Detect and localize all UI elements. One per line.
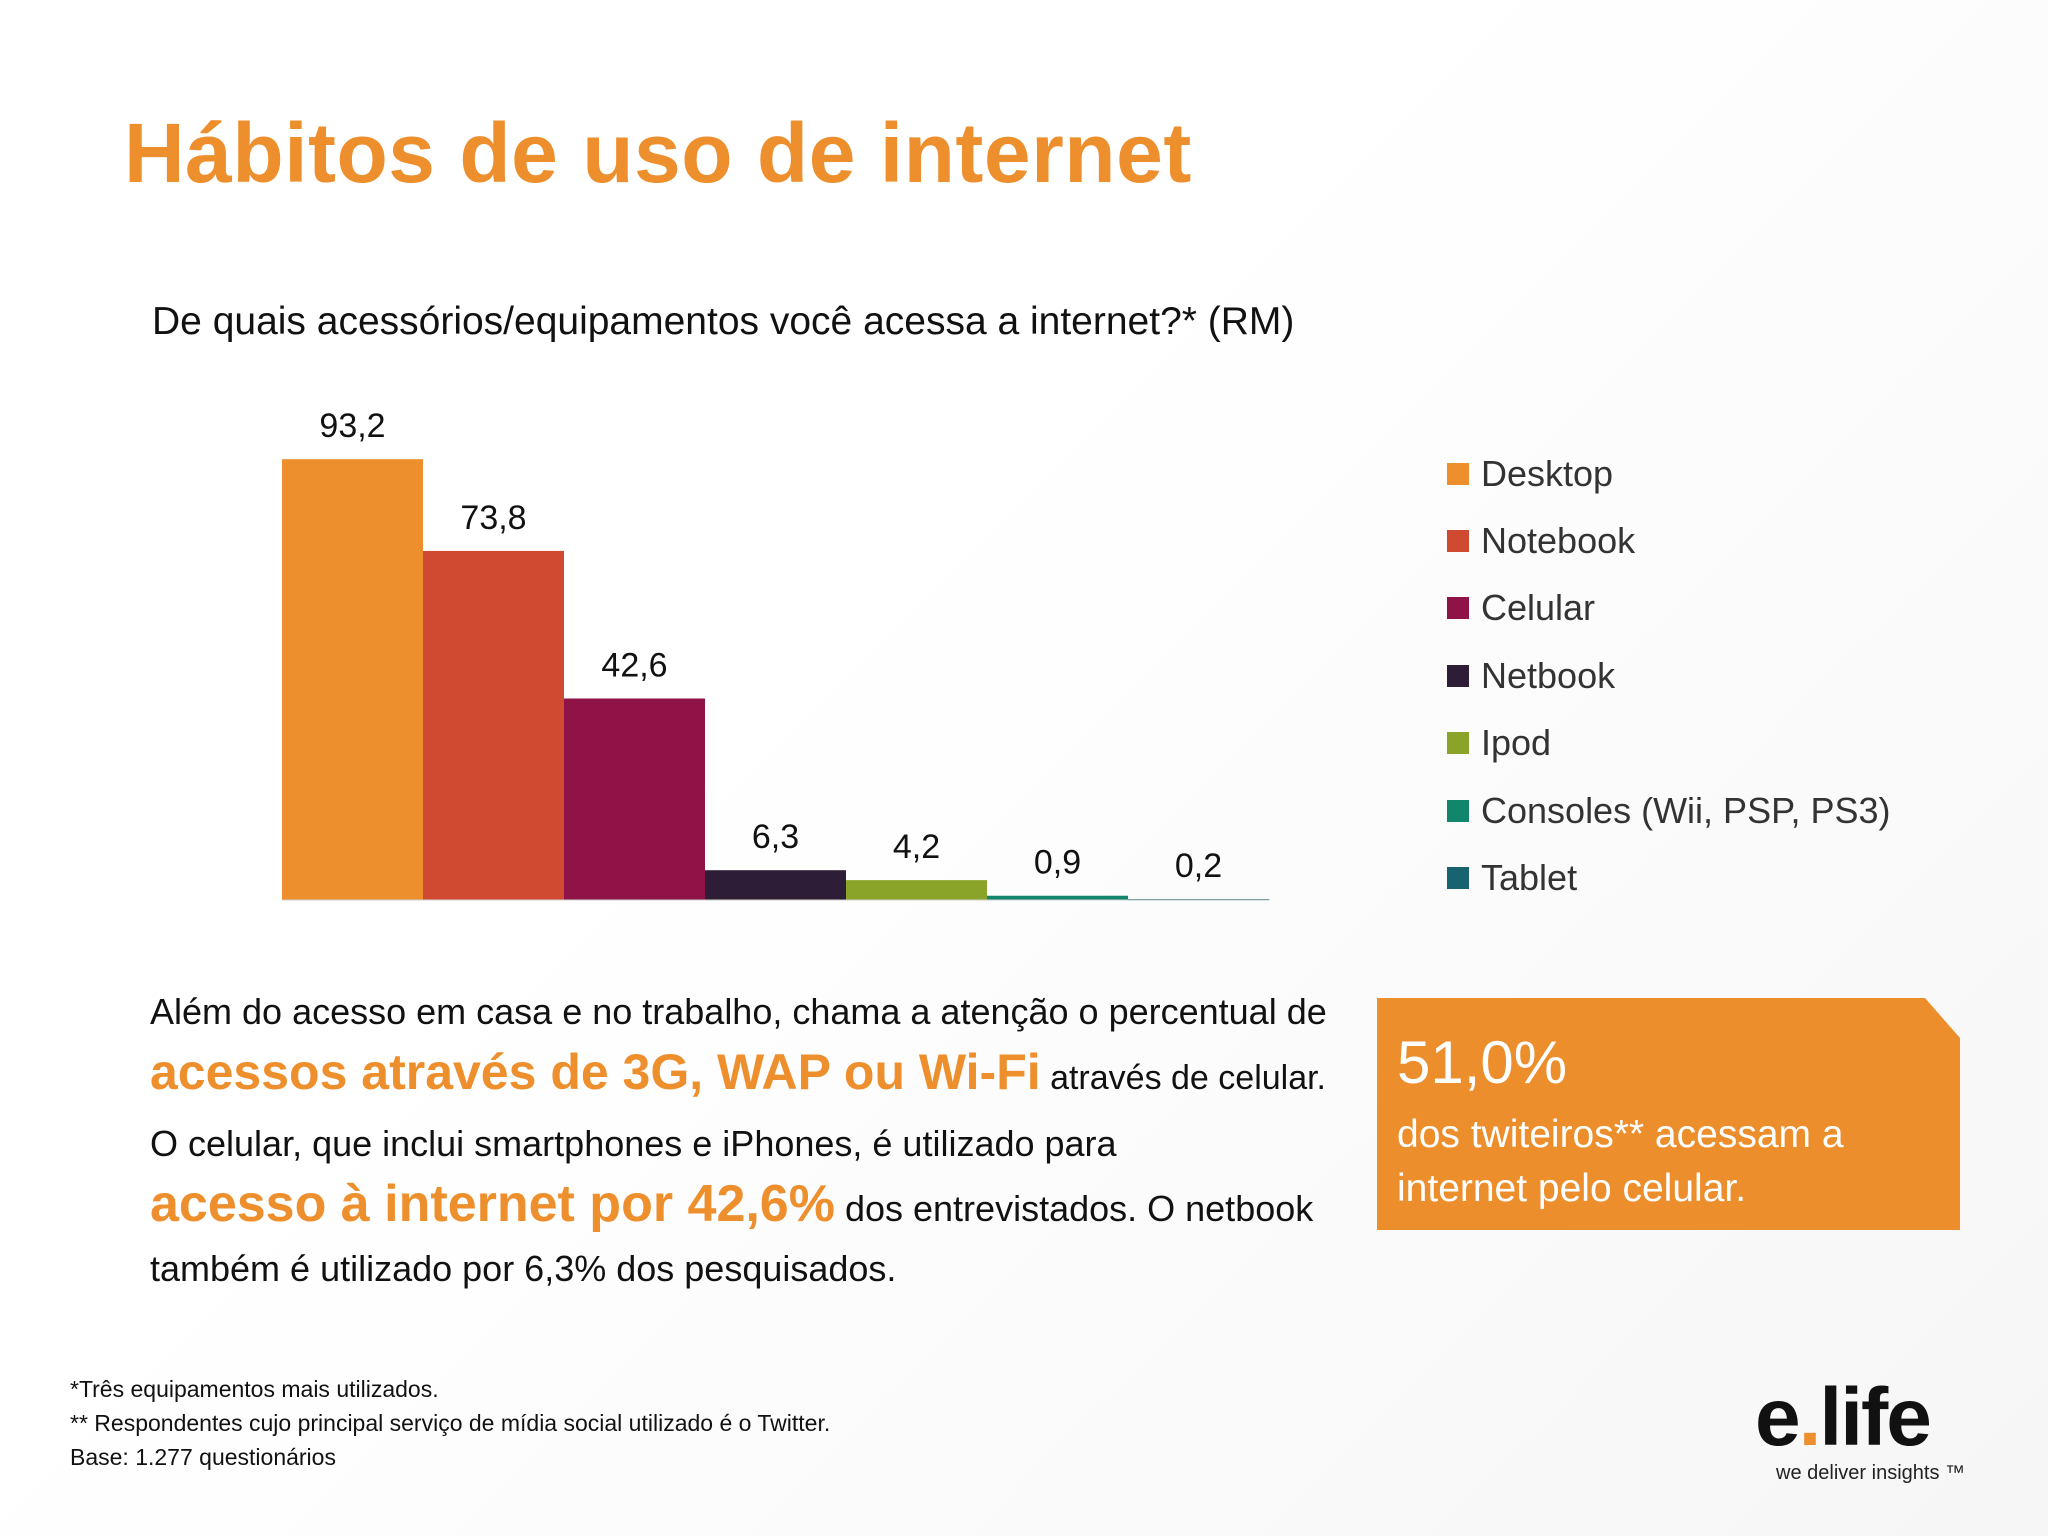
legend-swatch (1447, 530, 1469, 553)
legend-item-celular: Celular (1447, 575, 1890, 642)
p2-highlight: acesso à internet por 42,6% (150, 1175, 835, 1233)
bars-group (282, 459, 1269, 901)
body-text: Além do acesso em casa e no trabalho, ch… (150, 982, 1350, 1299)
callout-text: dos twiteiros** acessam a internet pelo … (1397, 1113, 1844, 1210)
page-title: Hábitos de uso de internet (124, 106, 1192, 200)
value-label-netbook: 6,3 (752, 818, 799, 856)
legend-swatch (1447, 664, 1469, 687)
value-label-consoles: 0,9 (1034, 844, 1081, 882)
bar-netbook (705, 870, 846, 900)
legend-label: Consoles (Wii, PSP, PS3) (1481, 789, 1891, 831)
footnote-1: *Três equipamentos mais utilizados. (70, 1376, 439, 1402)
legend-item-consoles: Consoles (Wii, PSP, PS3) (1447, 777, 1890, 844)
legend-item-tablet: Tablet (1447, 844, 1890, 911)
legend-swatch (1447, 462, 1469, 485)
elife-logo: e.life we deliver insights ™ (1755, 1377, 1965, 1485)
legend-item-netbook: Netbook (1447, 642, 1890, 709)
bar-desktop (282, 459, 423, 900)
legend-item-desktop: Desktop (1447, 440, 1890, 507)
legend-label: Ipod (1481, 722, 1552, 764)
value-labels-group: 93,2 73,8 42,6 6,3 4,2 0,9 0,2 (319, 407, 1222, 885)
footnote-2: ** Respondentes cujo principal serviço d… (70, 1410, 831, 1436)
p1-highlight: acessos através de 3G, WAP ou Wi-Fi (150, 1044, 1041, 1100)
legend-label: Desktop (1481, 452, 1614, 494)
legend-swatch (1447, 597, 1469, 620)
logo-dot: . (1798, 1372, 1822, 1463)
bar-notebook (423, 550, 564, 900)
bar-consoles (987, 895, 1128, 900)
footnotes: *Três equipamentos mais utilizados. ** R… (70, 1372, 830, 1474)
legend-swatch (1447, 732, 1469, 755)
p1-text-end: através de celular. (1040, 1059, 1327, 1097)
legend-label: Celular (1481, 587, 1596, 629)
legend-label: Notebook (1481, 520, 1636, 562)
p1-text-start: Além do acesso em casa e no trabalho, ch… (150, 991, 1327, 1032)
body-paragraph-2: O celular, que inclui smartphones e iPho… (150, 1114, 1350, 1299)
value-label-ipod: 4,2 (893, 828, 940, 866)
value-label-tablet: 0,2 (1175, 847, 1222, 885)
legend-swatch (1447, 799, 1469, 822)
legend-label: Tablet (1481, 857, 1578, 899)
p2-text-end: dos entrevistados. O netbook também é ut… (150, 1188, 1314, 1289)
body-paragraph-1: Além do acesso em casa e no trabalho, ch… (150, 982, 1350, 1108)
legend-label: Netbook (1481, 654, 1616, 696)
value-label-notebook: 73,8 (460, 499, 526, 537)
logo-e: e (1755, 1372, 1801, 1463)
value-label-celular: 42,6 (601, 647, 667, 685)
legend-item-ipod: Ipod (1447, 710, 1890, 777)
logo-wordmark: e.life (1755, 1377, 1965, 1459)
chart-question: De quais acessórios/equipamentos você ac… (152, 300, 1295, 343)
chart-legend: Desktop Notebook Celular Netbook Ipod Console… (1447, 440, 1890, 912)
legend-item-notebook: Notebook (1447, 507, 1890, 574)
callout-value: 51,0% (1397, 1029, 1568, 1096)
logo-life: life (1819, 1372, 1931, 1463)
bar-ipod (846, 880, 987, 900)
legend-swatch (1447, 867, 1469, 890)
callout-box: 51,0% dos twiteiros** acessam a internet… (1377, 998, 1960, 1230)
footnote-3: Base: 1.277 questionários (70, 1444, 336, 1470)
p2-text-start: O celular, que inclui smartphones e iPho… (150, 1123, 1117, 1164)
logo-tagline: we deliver insights ™ (1776, 1462, 1965, 1484)
value-label-desktop: 93,2 (319, 407, 385, 445)
bar-celular (564, 698, 705, 900)
